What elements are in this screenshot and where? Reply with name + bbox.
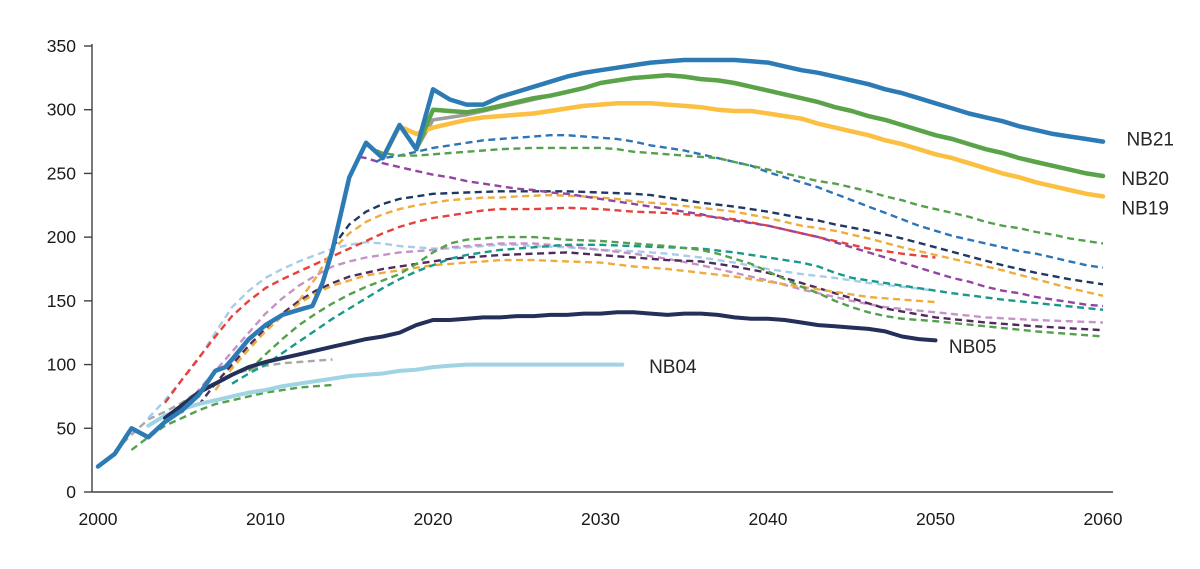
projection-dashed-gold-line <box>298 193 1104 302</box>
series-NB20-line <box>414 73 1106 179</box>
y-tick-label: 100 <box>47 355 76 375</box>
x-tick-label: 2050 <box>916 509 955 529</box>
x-tick-label: 2060 <box>1084 509 1123 529</box>
projection-dashed-purple-line <box>348 155 1104 308</box>
y-tick-label: 200 <box>47 227 76 247</box>
projection-dashed-darkpurple-line <box>197 251 1104 407</box>
x-tick-label: 2010 <box>246 509 285 529</box>
series-end-label-NB04: NB04 <box>649 357 697 378</box>
series-NB21-with-history-line <box>95 57 1106 469</box>
y-tick-label: 250 <box>47 163 76 183</box>
projection-dashed-green-low-line <box>247 235 1104 372</box>
x-tick-label: 2020 <box>414 509 453 529</box>
projection-dashed-teal-line <box>231 243 1104 385</box>
projection-dashed-plum-line <box>180 242 1104 414</box>
series-NB19-line <box>363 101 1106 199</box>
series-NB04-line <box>146 362 625 428</box>
projection-dashed-red-line <box>164 206 936 404</box>
series-end-label-NB21: NB21 <box>1126 130 1174 151</box>
projection-dashed-blue-line <box>375 133 1104 269</box>
x-tick-label: 2030 <box>581 509 620 529</box>
y-tick-label: 300 <box>47 100 76 120</box>
series-end-label-NB19: NB19 <box>1121 198 1169 219</box>
x-tick-label: 2000 <box>79 509 118 529</box>
projection-dashed-green-top-line <box>365 144 1104 245</box>
x-tick-label: 2040 <box>749 509 788 529</box>
y-tick-label: 150 <box>47 291 76 311</box>
projection-dashed-navy-line <box>331 190 1104 286</box>
series-end-label-NB05: NB05 <box>949 337 997 358</box>
series-end-label-NB20: NB20 <box>1121 169 1169 190</box>
y-tick-label: 50 <box>57 418 77 438</box>
series-NB05-line <box>163 310 938 421</box>
y-tick-label: 350 <box>47 36 76 56</box>
y-tick-label: 0 <box>66 482 76 502</box>
projection-dashed-green-short-line <box>130 383 333 451</box>
projection-dashed-yellow-low-line <box>214 258 936 391</box>
